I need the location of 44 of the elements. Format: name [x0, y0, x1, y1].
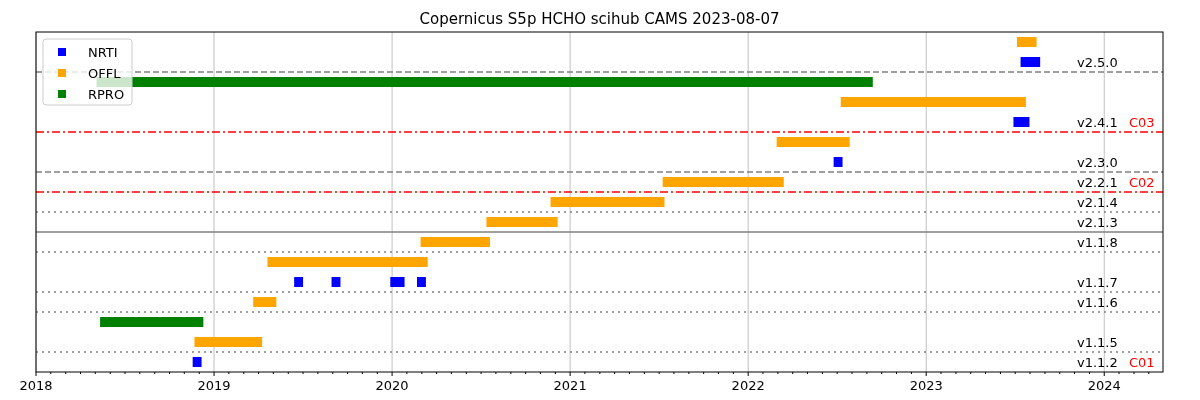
- bar: [420, 237, 491, 247]
- bar: [550, 197, 665, 207]
- y-tick-label: v1.1.7: [1077, 275, 1118, 290]
- bar: [390, 277, 405, 287]
- legend-label: RPRO: [88, 87, 125, 102]
- bar: [417, 277, 426, 287]
- annotation: C01: [1129, 355, 1155, 370]
- bar: [253, 297, 277, 307]
- x-tick-label: 2019: [197, 378, 231, 393]
- bar: [662, 177, 784, 187]
- bar: [776, 137, 850, 147]
- bar: [267, 257, 428, 267]
- y-tick-label: v1.1.5: [1077, 335, 1118, 350]
- bar: [486, 217, 558, 227]
- y-tick-label: v2.4.1: [1077, 115, 1118, 130]
- y-tick-label: v2.1.4: [1077, 195, 1118, 210]
- legend-label: NRTI: [88, 45, 118, 60]
- bar: [840, 97, 1026, 107]
- bar: [194, 337, 263, 347]
- y-tick-label: v2.5.0: [1077, 55, 1118, 70]
- x-tick-label: 2020: [375, 378, 409, 393]
- bar: [1013, 117, 1030, 127]
- annotation: C03: [1129, 115, 1155, 130]
- y-tick-label: v1.1.6: [1077, 295, 1118, 310]
- y-tick-label: v2.3.0: [1077, 155, 1118, 170]
- y-tick-label: v2.2.1: [1077, 175, 1118, 190]
- bar: [833, 157, 843, 167]
- legend-label: OFFL: [88, 66, 122, 81]
- y-tick-label: v2.1.3: [1077, 215, 1118, 230]
- x-tick-label: 2018: [19, 378, 53, 393]
- bar: [1020, 57, 1041, 67]
- x-tick-label: 2023: [909, 378, 943, 393]
- y-tick-label: v1.1.2: [1077, 355, 1118, 370]
- bar: [100, 317, 204, 327]
- bar: [192, 357, 202, 367]
- y-tick-label: v1.1.8: [1077, 235, 1118, 250]
- x-tick-label: 2024: [1087, 378, 1121, 393]
- bar: [294, 277, 304, 287]
- x-tick-label: 2022: [731, 378, 765, 393]
- bar: [331, 277, 341, 287]
- bar: [1017, 37, 1037, 47]
- x-tick-label: 2021: [553, 378, 587, 393]
- annotation: C02: [1129, 175, 1155, 190]
- chart-title: Copernicus S5p HCHO scihub CAMS 2023-08-07: [419, 10, 780, 28]
